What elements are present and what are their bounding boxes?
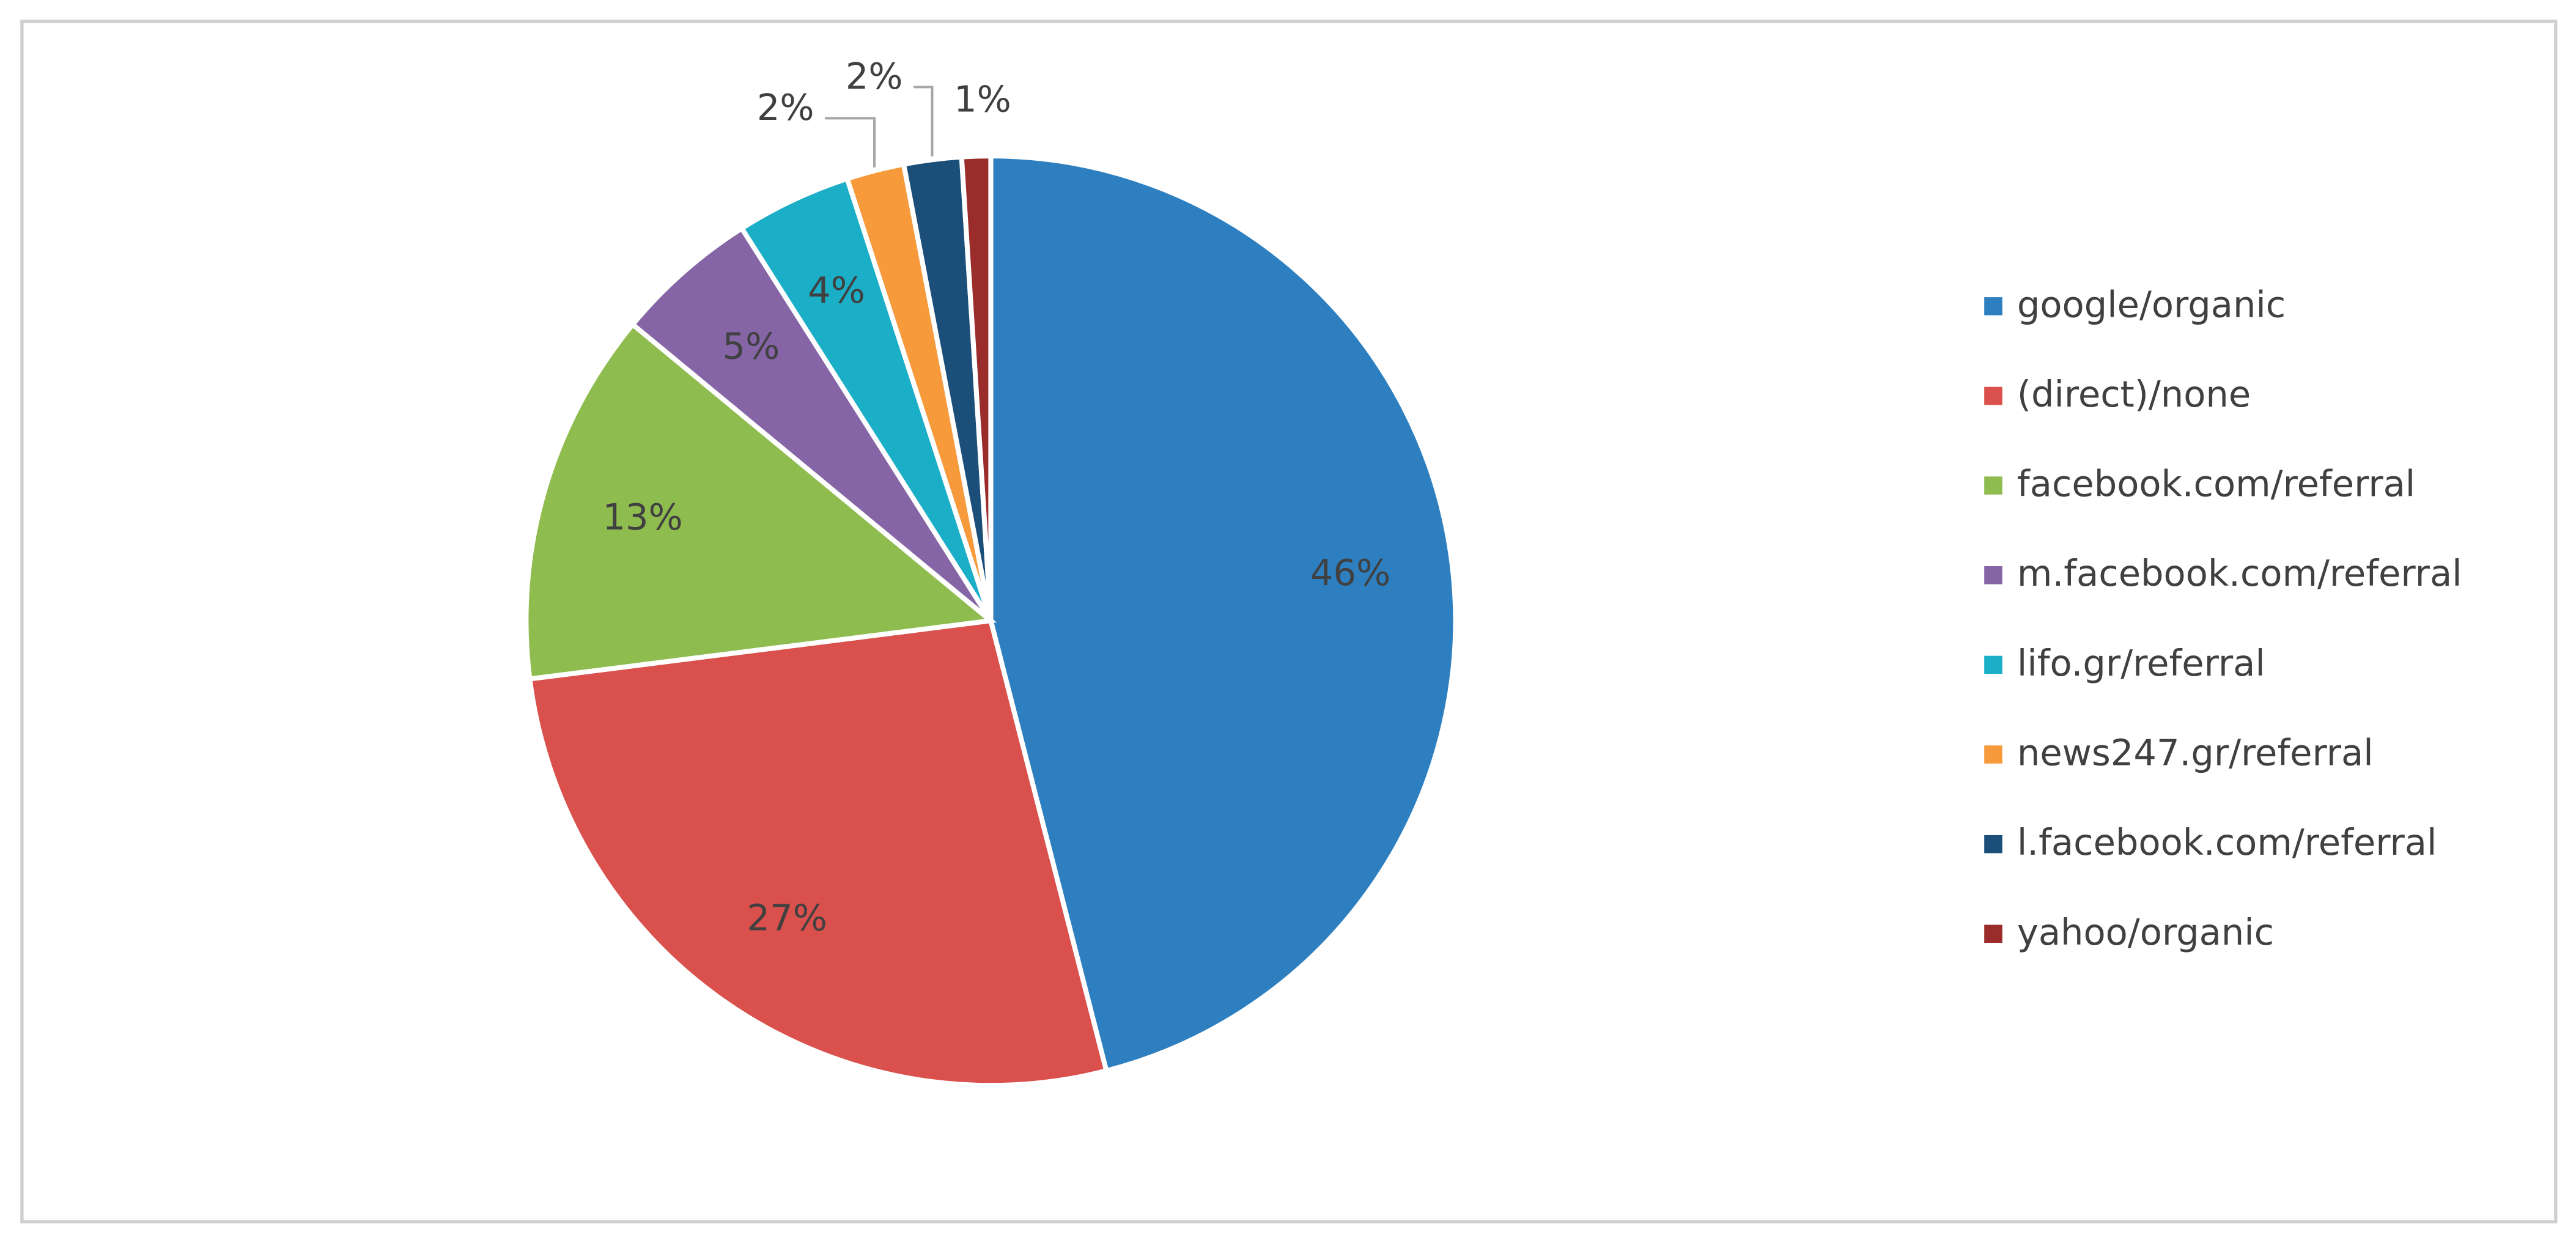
data-label: 46% [1310,551,1390,594]
pie: 46% 27% 13% 5% 4% 2% 2% 1% [523,55,1458,1088]
pie-slice [988,153,1458,1074]
legend-marker [1984,655,2002,674]
data-label: 13% [602,496,682,538]
legend-label: facebook.com/referral [2017,463,2415,505]
legend-label: lifo.gr/referral [2017,642,2265,684]
data-label: 1% [954,78,1011,120]
pie-slice [959,153,994,621]
legend-label: l.facebook.com/referral [2017,821,2437,863]
data-label: 2% [846,55,903,97]
leader-line [913,86,934,157]
legend-label: m.facebook.com/referral [2017,552,2462,594]
legend-label: yahoo/organic [2017,911,2274,953]
data-label: 2% [757,86,814,128]
legend-label: google/organic [2017,283,2286,325]
legend-marker [1984,297,2002,315]
pie-slice [523,321,997,682]
pie-slice [526,618,1110,1088]
legend: google/organic (direct)/none facebook.com/… [1984,283,2462,953]
legend-marker [1984,386,2002,405]
legend-marker [1984,566,2002,585]
data-label: 5% [723,325,780,367]
legend-marker [1984,745,2002,764]
legend-marker [1984,835,2002,854]
leader-line [825,117,876,168]
data-label: 27% [747,897,827,939]
legend-marker [1984,924,2002,943]
legend-marker [1984,476,2002,495]
legend-label: (direct)/none [2017,373,2251,415]
data-label: 4% [808,269,865,311]
pie-slice [629,224,993,623]
legend-label: news247.gr/referral [2017,731,2374,773]
